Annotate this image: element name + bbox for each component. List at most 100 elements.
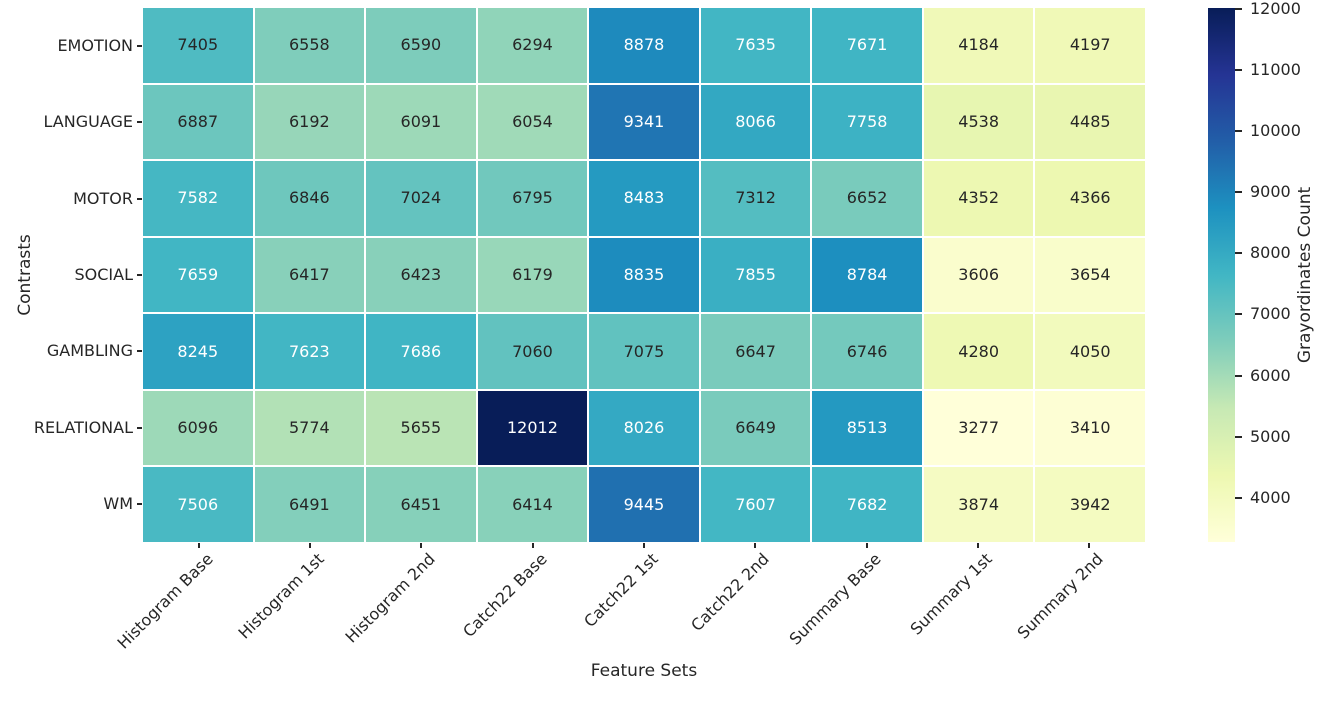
cell-value: 6647 [735,341,776,361]
heatmap-cell-wm-4: 6414 [477,467,588,542]
colorbar-tick-label-12000: 12000 [1250,0,1301,18]
cell-value: 6423 [400,264,442,284]
heatmap-cell-motor-6: 7312 [700,161,811,236]
x-tick-mark [977,543,979,548]
heatmap-cell-social-5: 8835 [589,237,699,313]
cell-value: 6558 [288,35,330,55]
cell-value: 7060 [512,341,553,361]
heatmap-cell-relational-7: 8513 [812,390,922,466]
cell-value: 7758 [846,111,888,131]
cell-value: 6746 [846,341,888,361]
cell-value: 6417 [288,264,330,284]
cell-value: 5774 [288,418,330,438]
cell-value: 6179 [512,264,553,284]
heatmap-cell-gambling-1: 8245 [143,314,253,389]
cell-value: 6294 [512,35,553,55]
x-tick-mark [1088,543,1091,548]
heatmap-cell-gambling-4: 7060 [477,314,588,389]
cell-value: 9445 [623,494,665,514]
x-tick-mark [197,543,200,548]
heatmap-cell-wm-6: 7607 [700,467,811,542]
heatmap-cell-language-6: 8066 [700,84,811,160]
cell-value: 6054 [512,111,553,131]
heatmap-cell-social-4: 6179 [477,237,588,313]
y-tick-label-gambling: GAMBLING [46,341,133,361]
heatmap-cell-relational-9: 3410 [1035,390,1145,466]
x-tick-mark [420,543,423,548]
colorbar-tick-label-7000: 7000 [1250,304,1291,324]
cell-value: 6590 [400,35,442,55]
x-tick-mark [531,543,534,548]
heatmap-cell-relational-5: 8026 [589,390,699,466]
heatmap-cell-language-2: 6192 [254,84,365,160]
heatmap-cell-social-3: 6423 [366,237,476,313]
cell-value: 8835 [623,264,665,284]
cell-value: 7405 [177,35,219,55]
heatmap-cell-wm-1: 7506 [143,467,253,542]
cell-value: 6451 [400,494,442,514]
heatmap-cell-gambling-7: 6746 [812,314,922,389]
cell-value: 7682 [846,494,888,514]
y-tick-mark [137,274,142,276]
heatmap-cell-social-6: 7855 [700,237,811,313]
cell-value: 6414 [512,494,553,514]
cell-value: 6887 [177,111,219,131]
cell-value: 8784 [846,264,888,284]
heatmap-cell-motor-3: 7024 [366,161,476,236]
y-tick-label-emotion: EMOTION [57,36,133,56]
cell-value: 3654 [1069,264,1111,284]
heatmap-cell-gambling-6: 6647 [700,314,811,389]
y-tick-mark [137,502,142,505]
cell-value: 8066 [735,111,776,131]
cell-value: 4352 [958,188,1000,208]
cell-value: 4280 [958,341,1000,361]
heatmap-cell-wm-2: 6491 [254,467,365,542]
colorbar-tick-label-9000: 9000 [1250,182,1291,202]
heatmap-cell-wm-8: 3874 [923,467,1034,542]
y-tick-mark [137,121,142,124]
cell-value: 8513 [846,418,888,438]
heatmap-cell-wm-3: 6451 [366,467,476,542]
heatmap-cell-motor-8: 4352 [923,161,1034,236]
cell-value: 8026 [623,418,665,438]
heatmap-cell-language-4: 6054 [477,84,588,160]
heatmap-cell-gambling-5: 7075 [589,314,699,389]
cell-value: 9341 [623,111,665,131]
cell-value: 8245 [177,341,219,361]
heatmap-cell-relational-3: 5655 [366,390,476,466]
cell-value: 6652 [846,188,888,208]
heatmap-cell-motor-1: 7582 [143,161,253,236]
heatmap-cell-relational-2: 5774 [254,390,365,466]
cell-value: 3277 [958,418,1000,438]
cell-value: 4485 [1069,111,1111,131]
cell-value: 6096 [177,418,219,438]
x-axis-title: Feature Sets [590,661,698,681]
y-tick-label-motor: MOTOR [73,188,133,208]
cell-value: 7635 [735,35,776,55]
x-tick-mark [643,543,645,548]
colorbar-tick-mark [1235,7,1242,10]
colorbar-tick-label-10000: 10000 [1250,121,1301,140]
cell-value: 7623 [288,341,330,361]
cell-value: 7024 [400,188,442,208]
heatmap-cell-motor-5: 8483 [589,161,699,236]
heatmap-cell-emotion-9: 4197 [1035,8,1145,83]
cell-value: 8878 [623,35,665,55]
cell-value: 5655 [400,418,442,438]
cell-value: 6491 [288,494,330,514]
colorbar-tick-label-11000: 11000 [1250,59,1301,79]
heatmap-cell-social-2: 6417 [254,237,365,313]
cell-value: 4366 [1069,188,1111,208]
cell-value: 4184 [958,35,1000,55]
colorbar-tick-mark [1235,496,1242,499]
cell-value: 3410 [1069,418,1111,438]
heatmap-cell-emotion-7: 7671 [812,8,922,83]
cell-value: 6795 [512,188,553,208]
cell-value: 7855 [735,264,776,284]
cell-value: 6091 [400,111,442,131]
x-tick-mark [865,543,868,548]
heatmap-cell-language-3: 6091 [366,84,476,160]
heatmap-cell-social-1: 7659 [143,237,253,313]
cell-value: 4050 [1069,341,1111,361]
cell-value: 3874 [958,494,1000,514]
